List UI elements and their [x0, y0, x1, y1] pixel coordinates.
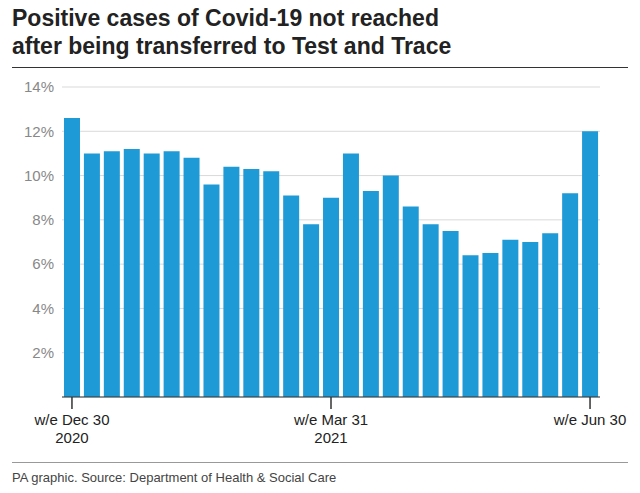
html-text:Positive cases of Covid-19 not: Positive cases of Covid-19 not reached	[12, 5, 439, 31]
svg-text:4%: 4%	[32, 300, 54, 317]
svg-text:2%: 2%	[32, 344, 54, 361]
svg-text:8%: 8%	[32, 211, 54, 228]
svg-text:w/e Jun 30: w/e Jun 30	[553, 411, 627, 428]
svg-text:6%: 6%	[32, 255, 54, 272]
svg-text:2020: 2020	[55, 429, 88, 446]
svg-text:2021: 2021	[314, 429, 347, 446]
html-text:after being transferred to Tes: after being transferred to Test and Trac…	[12, 33, 452, 59]
svg-text:w/e Dec 30: w/e Dec 30	[33, 411, 109, 428]
svg-text:14%: 14%	[24, 78, 54, 95]
svg-text:12%: 12%	[24, 123, 54, 140]
svg-text:10%: 10%	[24, 167, 54, 184]
html-text:PA graphic. Source: Department: PA graphic. Source: Department of Health…	[12, 470, 337, 485]
svg-text:w/e Mar 31: w/e Mar 31	[293, 411, 368, 428]
